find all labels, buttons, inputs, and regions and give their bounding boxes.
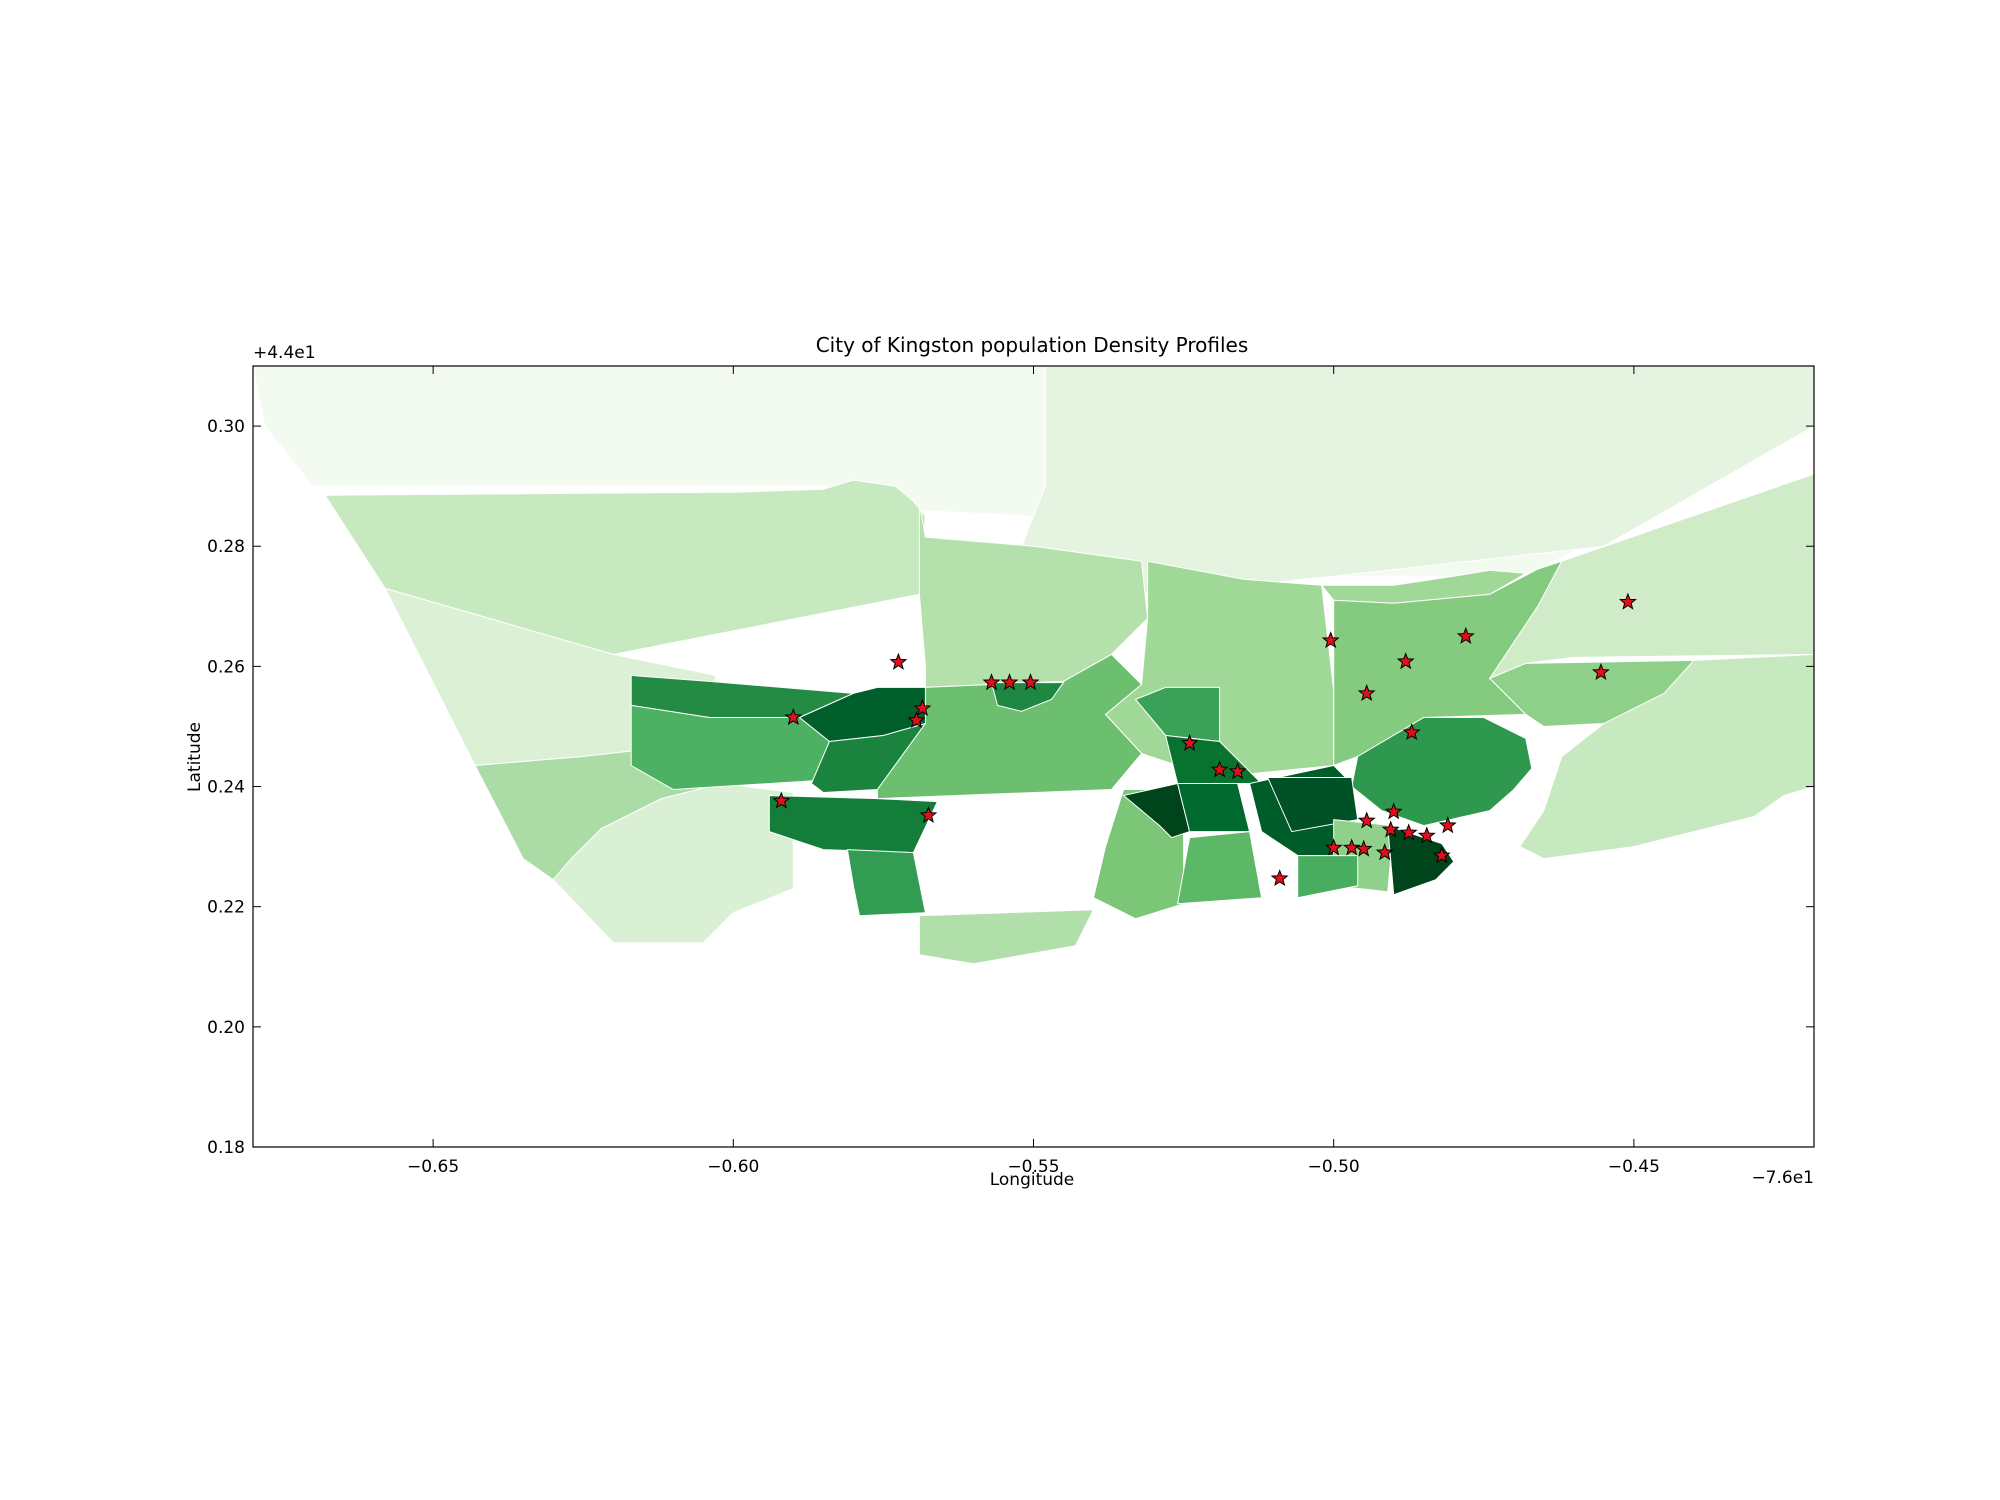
marker-star-20 <box>1357 811 1376 829</box>
marker-star-2 <box>913 698 932 717</box>
marker-star-30 <box>1270 869 1289 887</box>
x-tick-label: −0.55 <box>1007 1157 1059 1177</box>
region-12 <box>1519 653 1814 860</box>
marker-star-28 <box>1375 843 1394 861</box>
region-5 <box>552 782 794 944</box>
marker-star-26 <box>1342 838 1361 856</box>
marker-star-1 <box>784 708 803 726</box>
y-offset-label: +4.4e1 <box>253 343 316 363</box>
marker-star-18 <box>1591 663 1610 681</box>
marker-star-21 <box>1381 820 1400 838</box>
marker-star-24 <box>1438 816 1457 834</box>
y-axis: 0.18 0.20 0.22 0.24 0.26 0.28 0.30 <box>207 417 1814 1158</box>
region-24 <box>1122 782 1191 839</box>
x-tick-label: −0.50 <box>1308 1157 1360 1177</box>
marker-star-25 <box>1324 838 1343 856</box>
marker-star-8 <box>919 806 938 823</box>
marker-star-14 <box>1396 652 1415 670</box>
x-tick-label: −0.60 <box>707 1157 759 1177</box>
region-20 <box>768 794 939 854</box>
marker-star-16 <box>1402 723 1421 741</box>
region-27 <box>1134 686 1221 743</box>
y-tick-label: 0.28 <box>207 537 245 557</box>
marker-star-5 <box>1000 673 1019 691</box>
x-axis: −0.65 −0.60 −0.55 −0.50 −0.45 <box>407 366 1660 1177</box>
region-33 <box>1297 855 1359 899</box>
region-16 <box>630 704 830 791</box>
y-tick-label: 0.18 <box>207 1138 245 1158</box>
marker-star-27 <box>1354 839 1373 857</box>
region-18 <box>876 653 1143 800</box>
region-21 <box>846 849 927 917</box>
region-13 <box>1351 717 1533 827</box>
region-32 <box>1387 824 1455 896</box>
x-tick-label: −0.45 <box>1608 1157 1660 1177</box>
marker-star-11 <box>1228 762 1247 780</box>
x-offset-label: −7.6e1 <box>1751 1168 1814 1188</box>
marker-star-17 <box>1618 592 1637 610</box>
region-19 <box>990 682 1065 712</box>
marker-layer <box>772 592 1637 887</box>
marker-star-12 <box>1321 631 1340 649</box>
y-tick-label: 0.30 <box>207 417 245 437</box>
region-26 <box>1176 831 1263 905</box>
marker-star-29 <box>1432 846 1451 864</box>
marker-star-4 <box>982 673 1001 691</box>
region-10 <box>1488 473 1814 680</box>
marker-star-15 <box>1456 626 1475 644</box>
region-layer <box>253 366 1814 965</box>
y-tick-label: 0.20 <box>207 1018 245 1038</box>
marker-star-0 <box>889 652 908 670</box>
region-25 <box>1176 783 1251 833</box>
marker-star-22 <box>1399 823 1418 841</box>
region-30 <box>1266 777 1359 833</box>
y-tick-label: 0.26 <box>207 657 245 677</box>
region-22 <box>918 909 1095 965</box>
marker-star-23 <box>1417 826 1436 844</box>
marker-star-3 <box>907 711 926 729</box>
marker-star-13 <box>1357 683 1376 702</box>
marker-star-9 <box>1180 733 1199 751</box>
chart-title: City of Kingston population Density Prof… <box>816 333 1249 357</box>
marker-star-7 <box>772 791 791 809</box>
y-tick-label: 0.22 <box>207 898 245 918</box>
x-tick-label: −0.65 <box>407 1157 459 1177</box>
x-axis-label: Longitude <box>990 1170 1075 1190</box>
marker-star-6 <box>1021 673 1040 691</box>
y-tick-label: 0.24 <box>207 778 245 798</box>
marker-star-10 <box>1210 760 1229 778</box>
marker-star-19 <box>1384 802 1403 820</box>
y-axis-label: Latitude <box>185 722 205 792</box>
